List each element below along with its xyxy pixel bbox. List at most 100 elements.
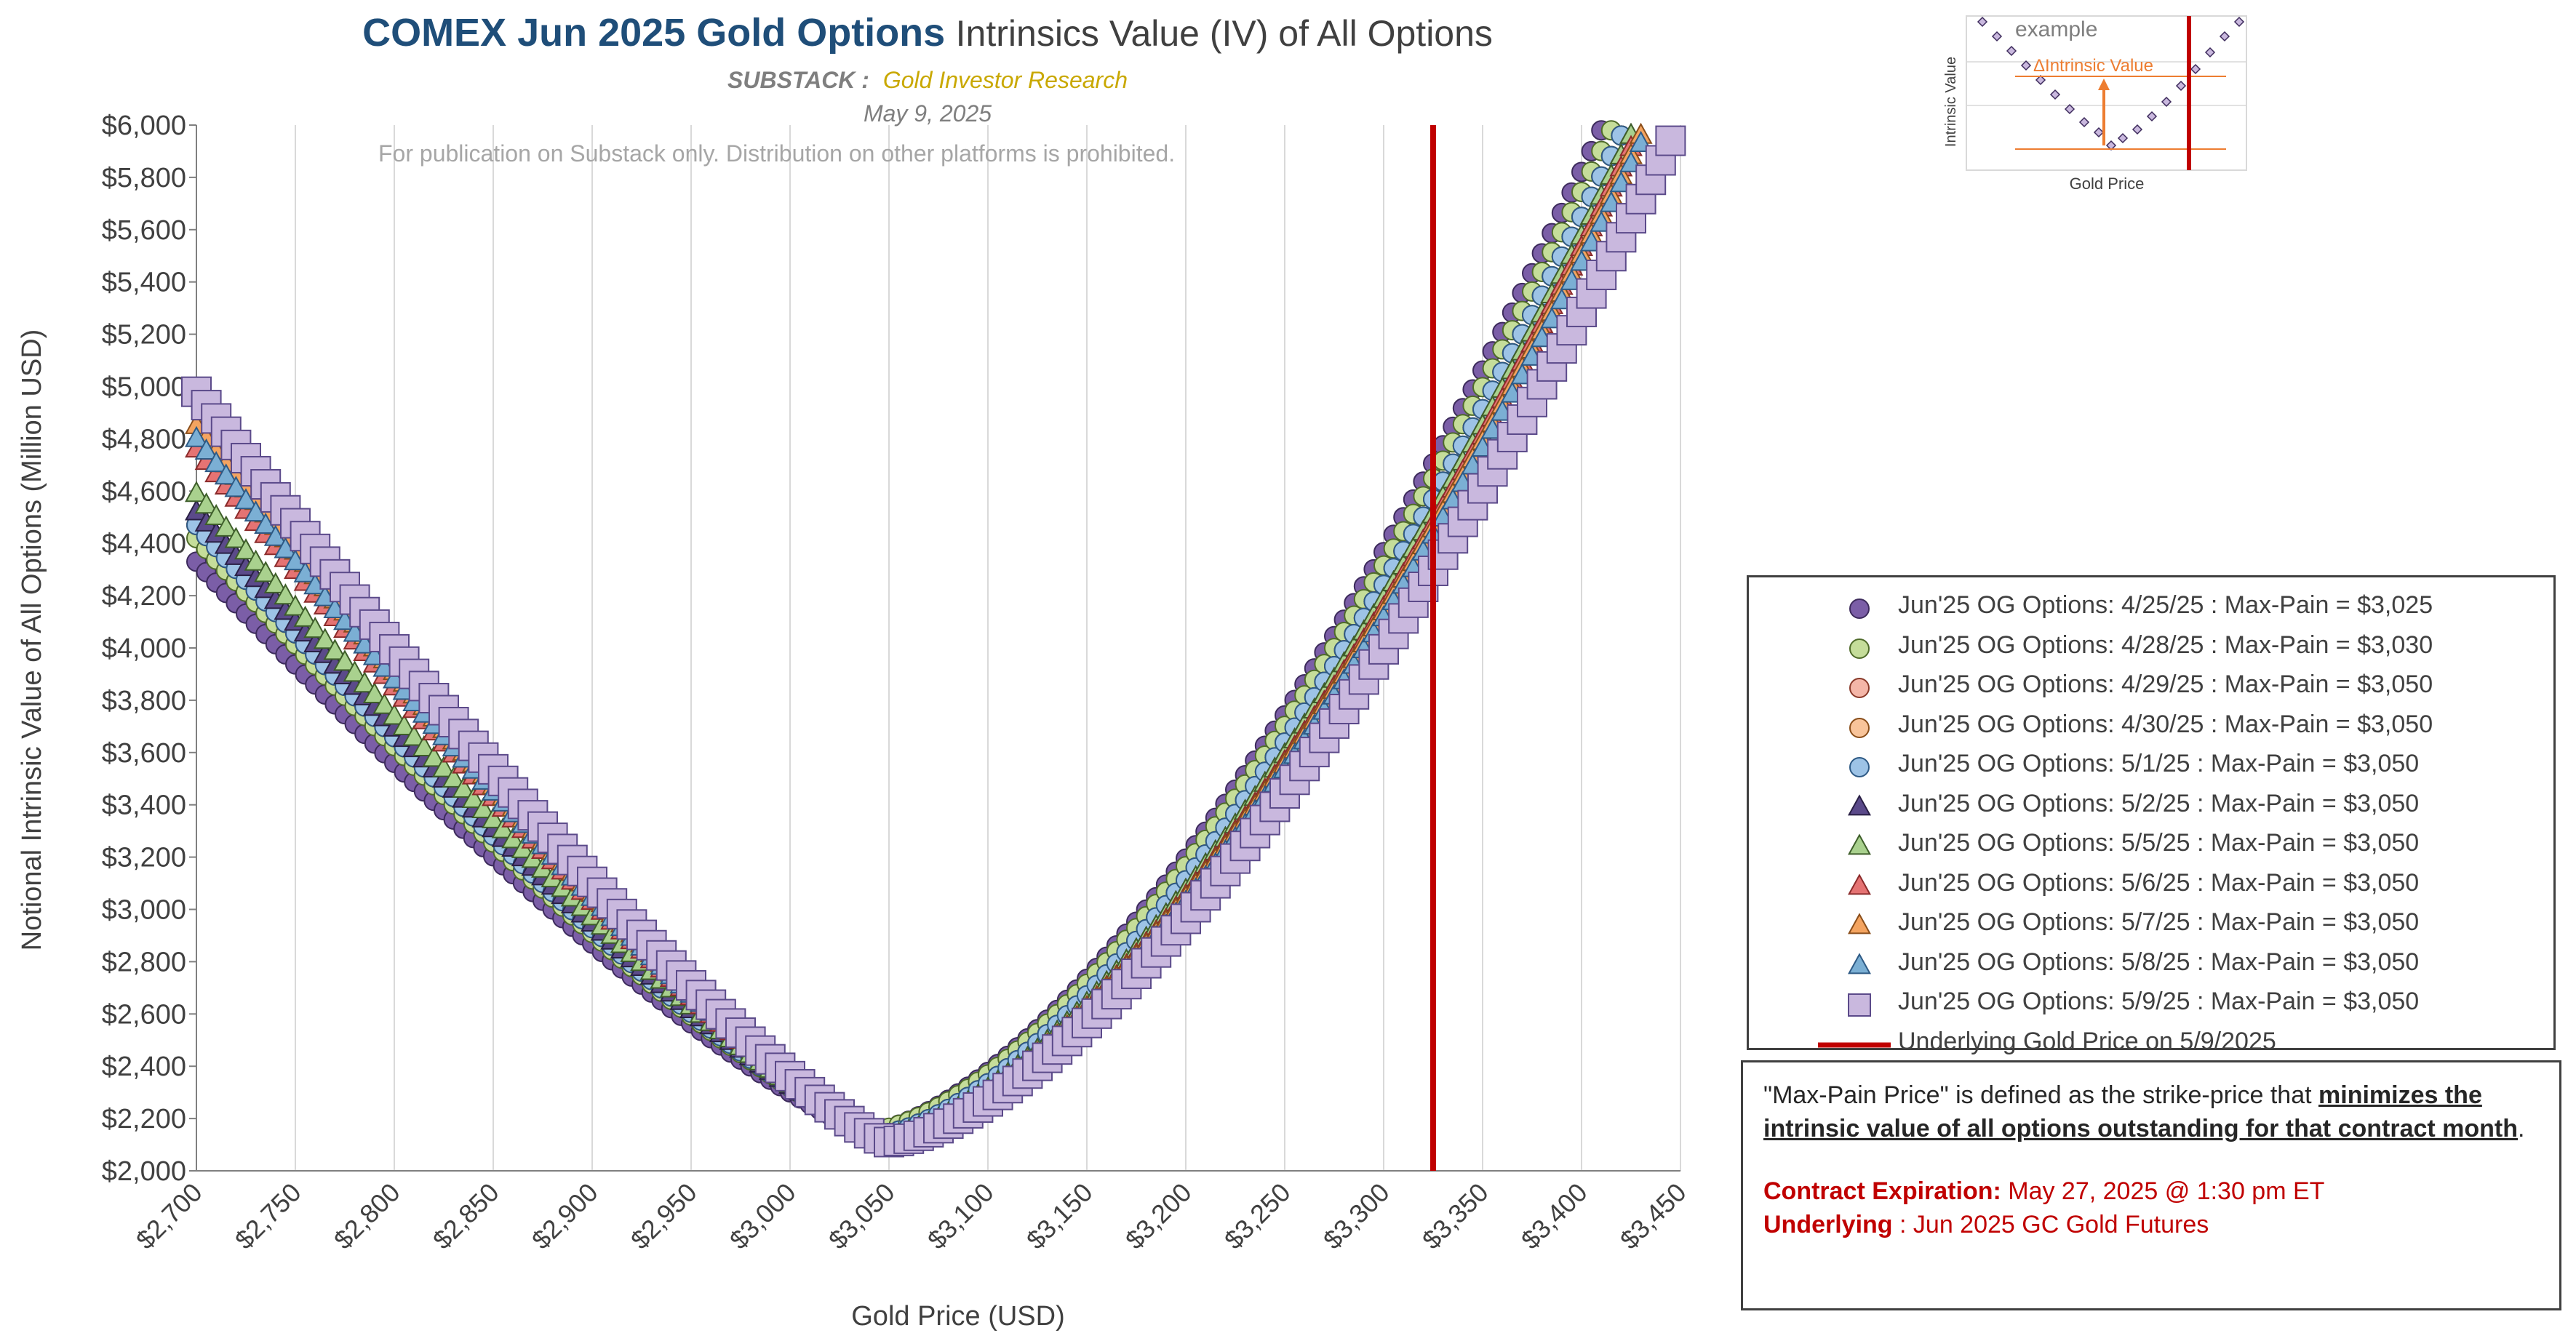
data-point xyxy=(412,734,436,756)
data-point xyxy=(392,713,416,736)
y-tick-label: $3,200 xyxy=(102,843,186,873)
underlying-value: : Jun 2025 GC Gold Futures xyxy=(1892,1211,2209,1238)
data-point xyxy=(204,503,228,526)
data-point xyxy=(323,639,347,660)
legend-marker-icon xyxy=(1849,599,1870,619)
x-tick-label: $3,300 xyxy=(1317,1177,1395,1255)
legend-marker-icon xyxy=(1818,1042,1891,1047)
note-definition-text: "Max-Pain Price" is defined as the strik… xyxy=(1763,1081,2319,1109)
legend-symbol xyxy=(1848,833,1871,855)
y-tick-label: $6,000 xyxy=(102,111,186,141)
legend-label: Jun'25 OG Options: 5/7/25 : Max-Pain = $… xyxy=(1898,908,2420,936)
y-tick-label: $3,800 xyxy=(102,686,186,716)
legend-label: Jun'25 OG Options: 5/9/25 : Max-Pain = $… xyxy=(1898,988,2420,1015)
data-point xyxy=(293,605,317,627)
legend-label: Jun'25 OG Options: 4/25/25 : Max-Pain = … xyxy=(1898,591,2433,619)
legend-item: Jun'25 OG Options: 5/6/25 : Max-Pain = $… xyxy=(1749,865,2553,905)
data-point xyxy=(372,692,396,714)
example-point xyxy=(2093,127,2105,138)
x-tick-label: $3,050 xyxy=(823,1177,901,1255)
example-points xyxy=(1977,16,2245,151)
example-point xyxy=(2175,80,2187,92)
data-point xyxy=(224,476,248,497)
example-point xyxy=(2035,74,2046,86)
x-tick-label: $3,100 xyxy=(922,1177,1000,1255)
data-point xyxy=(432,756,455,777)
legend-symbol xyxy=(1849,757,1870,777)
data-point xyxy=(343,660,367,682)
note-definition-emphasis: minimizes the intrinsic value of all opt… xyxy=(1763,1081,2519,1142)
y-tick-label: $2,200 xyxy=(102,1104,186,1134)
data-point xyxy=(383,703,406,725)
legend-marker-icon xyxy=(1849,717,1870,738)
title-main: COMEX Jun 2025 Gold Options xyxy=(362,11,946,55)
legend-item: Jun'25 OG Options: 5/9/25 : Max-Pain = $… xyxy=(1749,984,2553,1023)
data-point xyxy=(224,527,248,548)
data-point xyxy=(204,451,228,473)
data-point xyxy=(234,538,258,560)
title-sub: Intrinsics Value (IV) of All Options xyxy=(955,13,1493,54)
data-point xyxy=(442,766,466,788)
example-point xyxy=(2064,103,2075,115)
data-point xyxy=(185,481,208,503)
y-tick-label: $3,400 xyxy=(102,790,186,821)
y-axis-label: Notional Intrinsic Value of All Options … xyxy=(17,329,47,951)
y-tick-label: $5,000 xyxy=(102,372,186,403)
example-delta-label: ΔIntrinsic Value xyxy=(2033,56,2153,76)
y-tick-label: $2,400 xyxy=(102,1052,186,1082)
example-point xyxy=(2049,89,2061,100)
x-tick-label: $3,000 xyxy=(724,1177,802,1255)
data-point xyxy=(194,438,218,460)
y-tick-label: $5,400 xyxy=(102,268,186,298)
legend-item: Jun'25 OG Options: 4/28/25 : Max-Pain = … xyxy=(1749,628,2553,667)
y-tick-label: $2,000 xyxy=(102,1156,186,1187)
example-point xyxy=(2117,132,2129,144)
legend-symbol xyxy=(1849,678,1870,698)
x-tick-label: $3,450 xyxy=(1614,1177,1692,1255)
data-point xyxy=(254,561,278,583)
data-point xyxy=(501,827,525,849)
data-point xyxy=(214,463,238,485)
data-point xyxy=(1655,125,1686,156)
legend-item: Jun'25 OG Options: 4/29/25 : Max-Pain = … xyxy=(1749,667,2553,706)
legend-item: Underlying Gold Price on 5/9/2025 xyxy=(1749,1024,2553,1063)
underlying-label: Underlying xyxy=(1763,1211,1893,1238)
legend-label: Jun'25 OG Options: 4/29/25 : Max-Pain = … xyxy=(1898,670,2433,698)
x-tick-label: $3,350 xyxy=(1416,1177,1494,1255)
y-tick-label: $4,000 xyxy=(102,633,186,664)
x-tick-label: $3,200 xyxy=(1120,1177,1197,1255)
data-point xyxy=(284,594,307,616)
y-tick-label: $5,600 xyxy=(102,215,186,246)
example-xlabel: Gold Price xyxy=(2070,175,2145,193)
y-tick-label: $2,800 xyxy=(102,947,186,977)
underlying-contract: Underlying : Jun 2025 GC Gold Futures xyxy=(1763,1208,2539,1241)
series-11 xyxy=(181,125,1686,1158)
note-definition-end: . xyxy=(2518,1115,2525,1142)
y-tick-label: $2,600 xyxy=(102,999,186,1030)
y-tick-label: $5,800 xyxy=(102,163,186,193)
y-tick-label: $5,200 xyxy=(102,320,186,351)
y-tick-label: $3,000 xyxy=(102,895,186,926)
y-tick-label: $4,600 xyxy=(102,476,186,507)
substack-line: SUBSTACK : Gold Investor Research xyxy=(0,67,1855,94)
data-point xyxy=(461,786,485,809)
series-7 xyxy=(185,122,1643,1145)
legend-symbol xyxy=(1848,993,1871,1017)
example-chart: example ΔIntrinsic Value Intrinsic Value… xyxy=(1943,15,2247,193)
legend-symbol xyxy=(1849,638,1870,659)
legend-label: Jun'25 OG Options: 5/5/25 : Max-Pain = $… xyxy=(1898,829,2420,857)
legend-item: Jun'25 OG Options: 4/25/25 : Max-Pain = … xyxy=(1749,588,2553,627)
y-tick-labels: $2,000 $2,200 $2,400 $2,600 $2,800 $3,000 $3,2… xyxy=(102,111,186,1187)
data-point xyxy=(244,549,268,571)
legend-item: Jun'25 OG Options: 4/30/25 : Max-Pain = … xyxy=(1749,707,2553,746)
data-point xyxy=(402,724,426,746)
x-tick-label: $2,700 xyxy=(130,1177,208,1255)
series-6 xyxy=(185,122,1643,1145)
legend-symbol xyxy=(1848,873,1871,894)
disclaimer: For publication on Substack only. Distri… xyxy=(378,140,1176,167)
example-point xyxy=(1977,16,1988,28)
example-point xyxy=(2190,63,2201,75)
max-pain-definition: "Max-Pain Price" is defined as the strik… xyxy=(1763,1078,2539,1145)
y-tick-label: $4,200 xyxy=(102,581,186,612)
